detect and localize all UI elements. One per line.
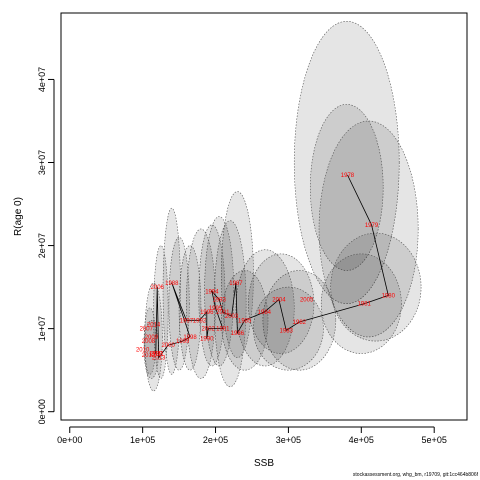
year-label: 1978 — [341, 173, 355, 179]
confidence-ellipse — [320, 253, 402, 354]
y-axis: 0e+00 1e+07 2e+07 3e+07 4e+07 — [37, 67, 55, 424]
year-label: 1992 — [193, 318, 207, 324]
year-label: 1988 — [165, 281, 179, 287]
year-label: 1989 — [149, 352, 163, 358]
x-axis-label: SSB — [254, 458, 274, 469]
year-label: 1999 — [176, 339, 190, 345]
year-label: 1979 — [365, 223, 379, 229]
year-label: 1993 — [212, 298, 226, 304]
confidence-ellipse — [162, 207, 181, 375]
year-label: 1984 — [258, 310, 272, 316]
x-tick-label: 0e+00 — [57, 435, 82, 445]
year-label: 2012 — [142, 353, 156, 359]
year-label: 2009 — [145, 335, 159, 341]
year-label: 2010 — [136, 347, 150, 353]
year-label: 2004 — [272, 298, 286, 304]
confidence-ellipse — [248, 253, 315, 354]
year-label: 1982 — [293, 320, 307, 326]
x-tick-label: 3e+05 — [276, 435, 301, 445]
y-tick-label: 0e+00 — [37, 399, 47, 424]
x-tick-label: 4e+05 — [349, 435, 374, 445]
y-tick-label: 2e+07 — [37, 233, 47, 258]
confidence-ellipse — [262, 270, 337, 371]
y-tick-label: 4e+07 — [37, 67, 47, 92]
confidence-ellipse — [186, 228, 216, 379]
year-label: 1998 — [183, 335, 197, 341]
year-label: 2006 — [151, 285, 165, 291]
y-tick-label: 1e+07 — [37, 316, 47, 341]
confidence-ellipse — [221, 191, 254, 359]
confidence-ellipse — [318, 120, 419, 338]
year-label: 1994 — [205, 289, 219, 295]
year-label: 1981 — [358, 302, 372, 308]
year-label: 1991 — [216, 327, 230, 333]
confidence-ellipse — [235, 249, 295, 367]
confidence-ellipse — [213, 220, 247, 388]
year-label: 1987 — [229, 281, 243, 287]
year-label: 2014 — [147, 322, 161, 328]
year-label: 1985 — [238, 318, 252, 324]
confidence-ellipse — [198, 224, 226, 367]
year-label: 2005 — [300, 298, 314, 304]
year-label: 1995 — [209, 306, 223, 312]
year-label: 1980 — [382, 293, 396, 299]
year-label: 2000 — [161, 343, 175, 349]
year-label: 1997 — [180, 318, 194, 324]
x-tick-label: 5e+05 — [422, 435, 447, 445]
confidence-ellipses — [143, 21, 422, 392]
year-label: 1996 — [200, 310, 214, 316]
year-label: 2007 — [140, 327, 154, 333]
plot-frame — [60, 12, 468, 421]
time-series-path — [155, 174, 389, 359]
year-labels: 1978 1979 1980 1981 1982 1983 1984 1985 1986 1987… — [136, 173, 396, 362]
confidence-ellipse — [330, 232, 422, 342]
year-label: 2008 — [142, 339, 156, 345]
x-tick-label: 1e+05 — [130, 435, 155, 445]
confidence-ellipse — [309, 104, 384, 271]
year-label: 2011 — [151, 352, 165, 358]
y-axis-label: R(age 0) — [13, 197, 24, 236]
source-caption: stockassessment.org, whg_bm, r19709, git… — [352, 472, 478, 478]
year-label: 1990 — [200, 337, 214, 343]
x-tick-label: 2e+05 — [203, 435, 228, 445]
x-axis: 0e+00 1e+05 2e+05 3e+05 4e+05 5e+05 — [57, 426, 447, 445]
year-label: 1986 — [231, 331, 245, 337]
year-label: 2013 — [152, 356, 166, 362]
y-tick-label: 3e+07 — [37, 150, 47, 175]
year-label: 2001 — [216, 310, 230, 316]
year-label: 2002 — [202, 327, 216, 333]
year-label: 1983 — [280, 328, 294, 334]
year-label: 2003 — [225, 314, 239, 320]
confidence-ellipse — [178, 245, 202, 371]
confidence-ellipse — [293, 21, 400, 305]
confidence-ellipse — [153, 245, 169, 379]
